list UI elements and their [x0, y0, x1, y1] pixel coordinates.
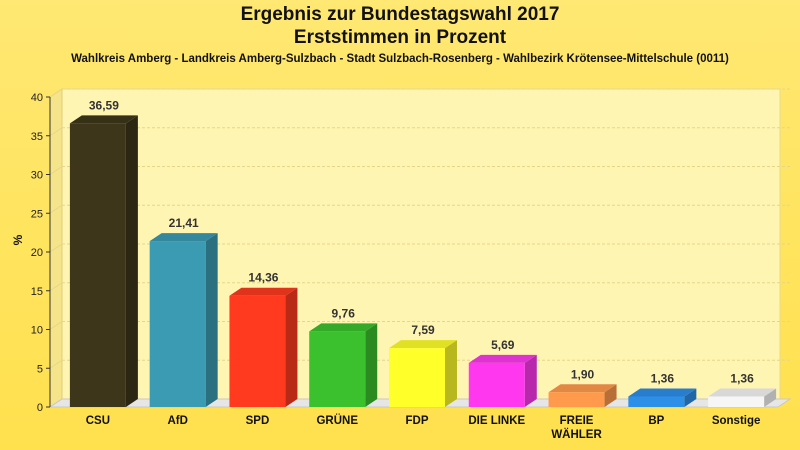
bar-top [149, 233, 218, 242]
data-label: 9,76 [332, 306, 356, 320]
bar-top [69, 115, 138, 124]
y-tick-label: 0 [37, 402, 43, 414]
gridline-side [49, 359, 63, 369]
y-tick-label: 15 [31, 286, 43, 298]
bar-side [445, 340, 457, 407]
gridline-side [49, 88, 63, 98]
bar-side [604, 384, 617, 407]
bar-top [309, 323, 378, 332]
y-tick-label: 40 [31, 92, 43, 104]
y-tick-label: 35 [31, 131, 43, 143]
data-label: 21,41 [169, 216, 199, 230]
bar [548, 392, 605, 407]
bar [149, 241, 206, 407]
bar [708, 396, 765, 407]
x-tick-label: FREIE [560, 415, 594, 427]
bar [69, 123, 126, 408]
chart-subtitle: Wahlkreis Amberg - Landkreis Amberg-Sulz… [71, 53, 729, 65]
bar-top [628, 388, 697, 397]
chart-title-secondary: Erststimmen in Prozent [293, 27, 507, 48]
bar-side [125, 115, 138, 408]
gridline-side [49, 321, 63, 330]
bar [628, 396, 685, 407]
bar-top [548, 384, 617, 393]
bar-top [229, 287, 298, 296]
bar-side [205, 233, 218, 407]
bar-top [708, 388, 777, 397]
bar-top [389, 340, 457, 349]
y-tick-label: 25 [31, 208, 43, 220]
x-tick-label: CSU [86, 415, 110, 427]
bar-side [365, 323, 378, 407]
gridline-side [49, 204, 63, 214]
bar-side [684, 388, 697, 407]
data-label: 14,36 [248, 271, 278, 285]
y-tick-label: 30 [31, 170, 43, 182]
bar [468, 362, 525, 407]
data-label: 36,59 [89, 98, 119, 112]
bar [389, 348, 445, 407]
chart-title: Ergebnis zur Bundestagswahl 2017 [240, 4, 560, 25]
y-tick-label: 20 [31, 247, 43, 259]
x-tick-label: Sonstige [712, 415, 761, 427]
bar [229, 295, 286, 407]
data-label: 1,36 [730, 371, 754, 385]
y-tick-label: 5 [37, 363, 43, 375]
data-label: 5,69 [491, 338, 515, 352]
x-tick-label: FDP [406, 415, 429, 427]
gridline-side [49, 243, 63, 253]
gridline-side [49, 282, 63, 292]
bar-top [468, 354, 537, 363]
data-label: 1,36 [651, 371, 675, 385]
x-tick-label: SPD [246, 415, 270, 427]
data-label: 7,59 [411, 323, 435, 337]
data-label: 1,90 [571, 367, 595, 381]
x-tick-label: GRÜNE [316, 414, 358, 427]
y-axis-label: % [11, 234, 25, 245]
bar-side [285, 287, 298, 407]
gridline-side [49, 166, 63, 175]
bar [309, 331, 366, 407]
y-tick-label: 10 [31, 325, 43, 337]
x-tick-label: DIE LINKE [468, 415, 525, 427]
x-tick-label: BP [648, 415, 664, 427]
gridline-side [49, 127, 63, 137]
bar-side [524, 354, 537, 407]
x-tick-label: AfD [167, 415, 187, 427]
x-tick-label: WÄHLER [551, 428, 602, 441]
bar-side [764, 388, 777, 407]
